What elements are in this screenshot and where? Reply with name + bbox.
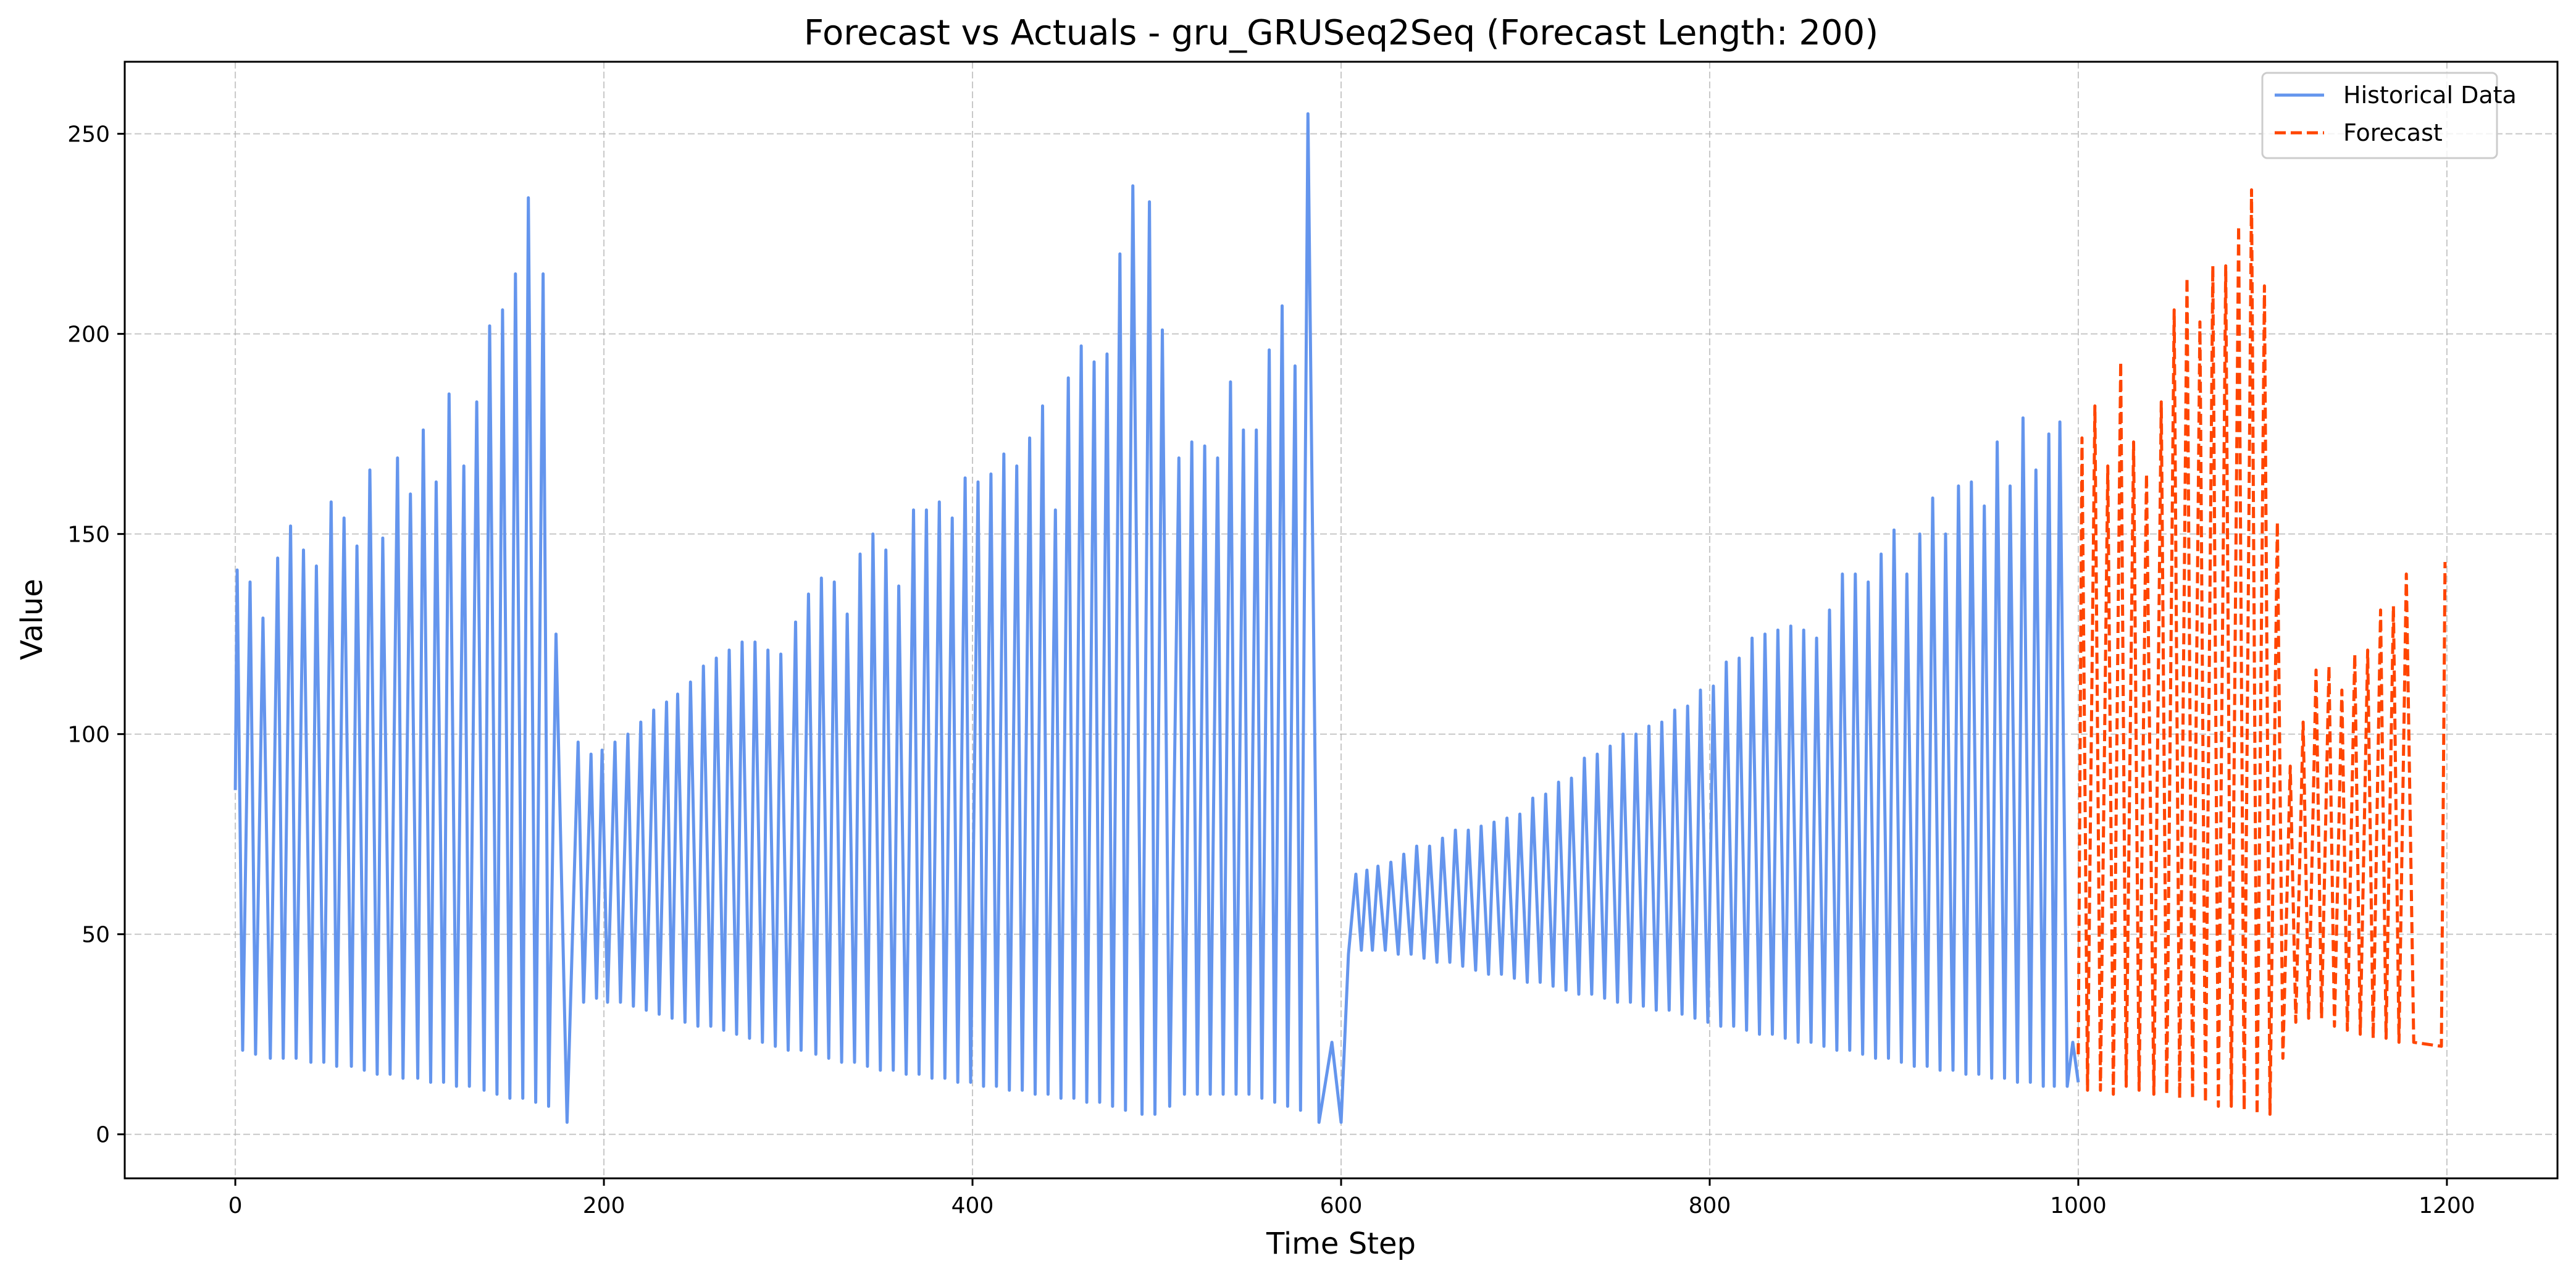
series-layer — [233, 112, 2447, 1124]
x-tick-label: 800 — [1689, 1193, 1731, 1218]
legend-label-forecast: Forecast — [2343, 119, 2443, 146]
axes-layer: 0 200 400 600 800 1000 1200 0 50 100 150 200 250 — [67, 61, 2559, 1218]
legend-label-historical: Historical Data — [2343, 82, 2517, 109]
y-tick-label: 0 — [96, 1123, 110, 1148]
legend: Historical Data Forecast — [2261, 72, 2517, 159]
x-axis-label: Time Step — [1266, 1227, 1416, 1261]
y-axis-label: Value — [15, 579, 49, 660]
y-tick-label: 250 — [67, 122, 110, 148]
y-tick-label: 150 — [67, 522, 110, 548]
grid-layer — [125, 62, 2557, 1178]
series-line-forecast — [2076, 188, 2447, 1116]
chart-title: Forecast vs Actuals - gru_GRUSeq2Seq (Fo… — [804, 13, 1878, 53]
x-tick-label: 200 — [583, 1193, 625, 1218]
x-tick-label: 0 — [228, 1193, 243, 1218]
x-tick-label: 600 — [1320, 1193, 1363, 1218]
y-tick-label: 50 — [82, 923, 110, 948]
x-tick-label: 1000 — [2050, 1193, 2107, 1218]
series-line-historical — [233, 112, 2080, 1124]
y-tick-label: 100 — [67, 723, 110, 748]
x-tick-label: 400 — [951, 1193, 994, 1218]
x-tick-label: 1200 — [2419, 1193, 2475, 1218]
y-tick-label: 200 — [67, 322, 110, 348]
